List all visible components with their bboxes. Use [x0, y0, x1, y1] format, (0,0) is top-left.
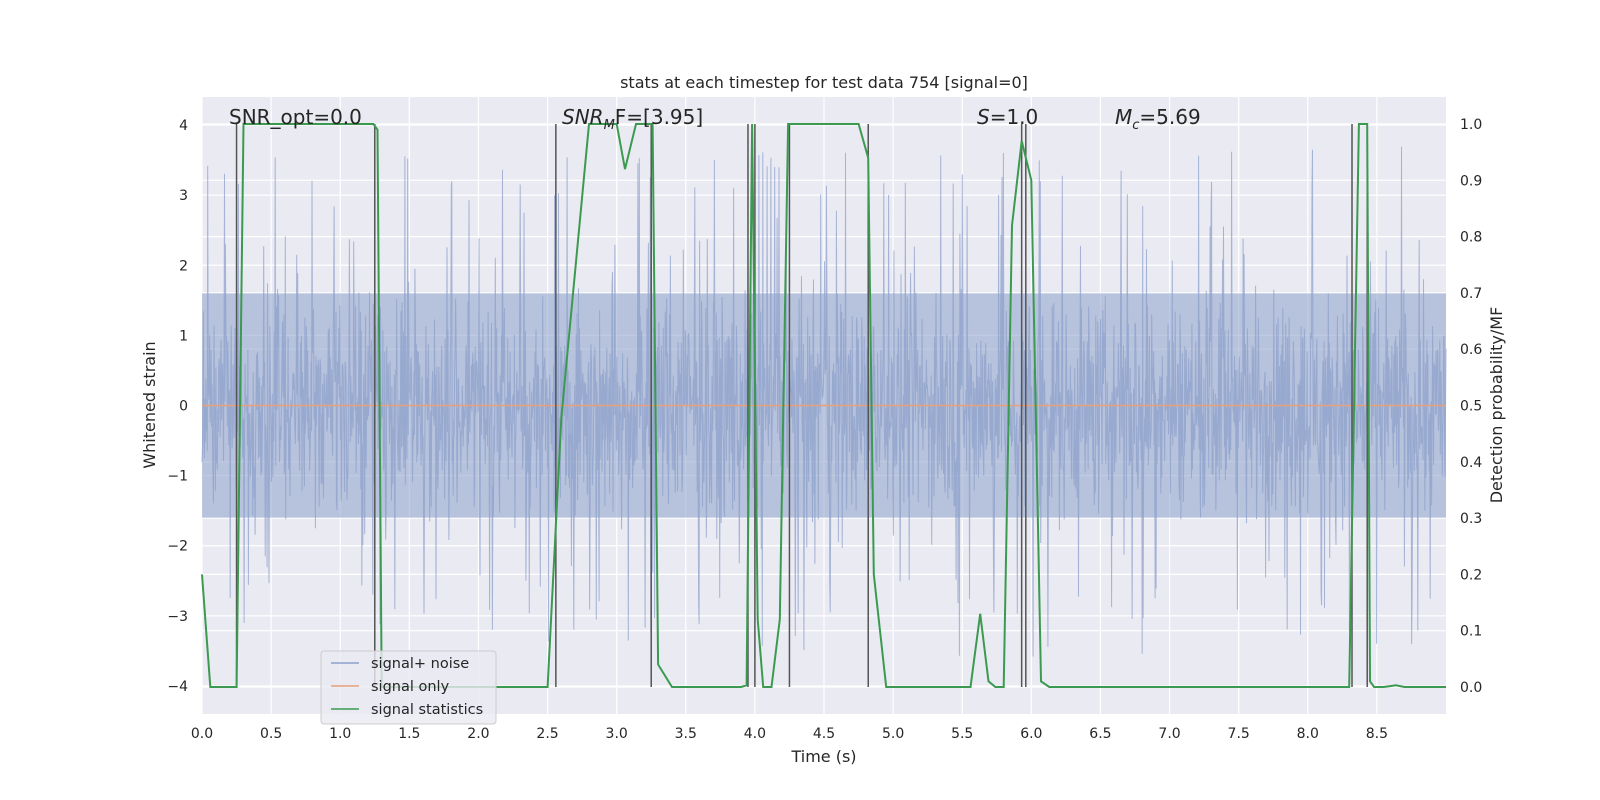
annotation-mc: Mc=5.69: [1115, 105, 1201, 133]
x-tick-label: 6.5: [1089, 726, 1111, 742]
legend-label-noise: signal+ noise: [371, 656, 469, 672]
y2-tick-label: 0.0: [1460, 680, 1482, 696]
x-tick-label: 5.5: [951, 726, 973, 742]
y-tick-label: 0: [179, 399, 188, 415]
y-tick-label: −2: [167, 539, 188, 555]
x-tick-label: 2.0: [467, 726, 489, 742]
y2-tick-label: 0.7: [1460, 286, 1482, 302]
x-tick-label: 8.5: [1366, 726, 1388, 742]
annotation-snr-mf-symbol: SNR: [562, 105, 604, 129]
x-tick-label: 7.0: [1158, 726, 1180, 742]
x-tick-label: 6.0: [1020, 726, 1042, 742]
x-tick-label: 0.5: [260, 726, 282, 742]
y2-tick-label: 0.6: [1460, 342, 1482, 358]
vertical-markers: [235, 124, 1368, 687]
y2-tick-label: 0.5: [1460, 399, 1482, 415]
y-tick-label: 1: [179, 328, 188, 344]
x-tick-label: 0.0: [191, 726, 213, 742]
y-tick-label: 2: [179, 258, 188, 274]
x-tick-label: 4.0: [744, 726, 766, 742]
x-tick-label: 7.5: [1228, 726, 1250, 742]
annotation-snr-mf-value: F=[3.95]: [615, 105, 703, 129]
y2-tick-label: 0.9: [1460, 173, 1482, 189]
y-tick-label: −4: [167, 679, 188, 695]
y-tick-label: 4: [179, 118, 188, 134]
x-tick-label: 1.0: [329, 726, 351, 742]
y-axis-label: Whitened strain: [140, 341, 159, 468]
x-tick-label: 4.5: [813, 726, 835, 742]
y2-axis-label: Detection probability/MF: [1487, 307, 1506, 504]
annotation-mc-symbol: M: [1115, 105, 1132, 129]
annotation-s: S=1.0: [977, 105, 1038, 129]
y2-axis-ticks: 1.0 0.9 0.8 0.7 0.6 0.5 0.4 0.3 0.2 0.1 0.0: [1460, 117, 1482, 696]
legend-label-stats: signal statistics: [371, 702, 483, 718]
legend: signal+ noise signal only signal statist…: [320, 650, 497, 725]
x-tick-label: 3.0: [606, 726, 628, 742]
y2-tick-label: 0.8: [1460, 230, 1482, 246]
y2-tick-label: 0.3: [1460, 511, 1482, 527]
legend-label-signal: signal only: [371, 679, 450, 695]
x-tick-label: 3.5: [675, 726, 697, 742]
x-tick-label: 1.5: [398, 726, 420, 742]
annotation-snr-mf: SNRMF=[3.95]: [562, 105, 703, 133]
annotation-mc-subscript: c: [1132, 118, 1139, 133]
y2-tick-label: 0.1: [1460, 624, 1482, 640]
annotation-snr-opt: SNR_opt=0.0: [229, 105, 362, 129]
y-tick-label: 3: [179, 188, 188, 204]
x-axis-label: Time (s): [790, 747, 856, 766]
x-axis-ticks: 0.0 0.5 1.0 1.5 2.0 2.5 3.0 3.5 4.0 4.5 5.0 5.5 6.0 6…: [191, 726, 1388, 742]
annotation-s-value: =1.0: [990, 105, 1039, 129]
x-tick-label: 2.5: [536, 726, 558, 742]
y2-tick-label: 0.2: [1460, 567, 1482, 583]
y2-tick-label: 1.0: [1460, 117, 1482, 133]
y2-tick-label: 0.4: [1460, 455, 1482, 471]
y-tick-label: −1: [167, 469, 188, 485]
y-tick-label: −3: [167, 609, 188, 625]
annotation-s-symbol: S: [977, 105, 990, 129]
x-tick-label: 5.0: [882, 726, 904, 742]
x-tick-label: 8.0: [1297, 726, 1319, 742]
chart-title: stats at each timestep for test data 754…: [620, 73, 1028, 92]
y-axis-ticks: 4 3 2 1 0 −1 −2 −3 −4: [167, 118, 188, 695]
annotation-mc-value: =5.69: [1139, 105, 1200, 129]
legend-box: [320, 650, 497, 725]
annotation-snr-mf-subscript: M: [604, 118, 615, 133]
